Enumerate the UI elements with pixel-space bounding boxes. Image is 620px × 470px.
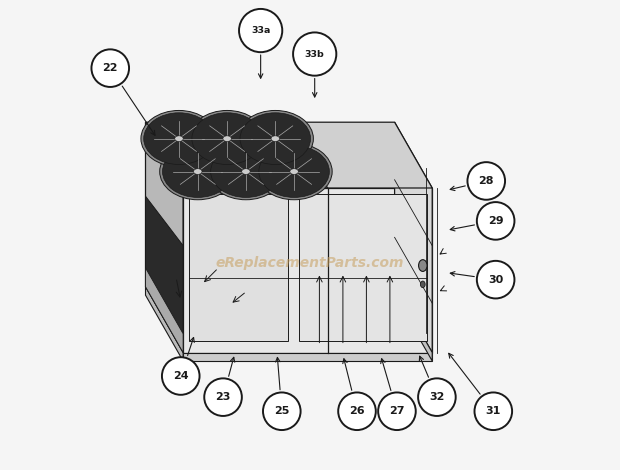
Ellipse shape [242, 169, 250, 174]
Circle shape [293, 32, 336, 76]
Circle shape [162, 357, 200, 395]
Ellipse shape [193, 169, 202, 174]
Circle shape [477, 261, 515, 298]
Text: 23: 23 [215, 392, 231, 402]
Text: 30: 30 [488, 274, 503, 285]
Ellipse shape [256, 143, 332, 200]
Text: 33b: 33b [305, 49, 325, 59]
Polygon shape [146, 287, 183, 361]
Ellipse shape [160, 143, 236, 200]
Polygon shape [146, 122, 183, 352]
Polygon shape [299, 194, 427, 341]
Polygon shape [183, 188, 432, 352]
Ellipse shape [420, 281, 425, 288]
Circle shape [418, 378, 456, 416]
Polygon shape [146, 196, 183, 352]
Text: 25: 25 [274, 406, 290, 416]
Circle shape [474, 392, 512, 430]
Ellipse shape [189, 110, 265, 167]
Circle shape [378, 392, 416, 430]
Polygon shape [188, 194, 288, 341]
Ellipse shape [175, 136, 183, 141]
Ellipse shape [418, 259, 427, 271]
Polygon shape [394, 122, 432, 352]
Polygon shape [146, 268, 183, 352]
Text: 29: 29 [488, 216, 503, 226]
Circle shape [204, 378, 242, 416]
Ellipse shape [208, 143, 284, 200]
Polygon shape [146, 287, 394, 295]
Text: 22: 22 [102, 63, 118, 73]
Circle shape [467, 162, 505, 200]
Ellipse shape [223, 136, 231, 141]
Ellipse shape [259, 146, 329, 197]
Ellipse shape [240, 113, 311, 164]
Ellipse shape [192, 113, 262, 164]
Text: 27: 27 [389, 406, 405, 416]
Ellipse shape [144, 113, 215, 164]
Ellipse shape [290, 169, 298, 174]
Ellipse shape [237, 110, 313, 167]
Ellipse shape [271, 136, 280, 141]
Circle shape [477, 202, 515, 240]
Text: 31: 31 [485, 406, 501, 416]
Circle shape [92, 49, 129, 87]
Polygon shape [146, 122, 327, 188]
Circle shape [263, 392, 301, 430]
Circle shape [338, 392, 376, 430]
Text: 32: 32 [429, 392, 445, 402]
Circle shape [239, 9, 282, 52]
Polygon shape [394, 287, 432, 361]
Ellipse shape [141, 110, 217, 167]
Ellipse shape [211, 146, 281, 197]
Text: 33a: 33a [251, 26, 270, 35]
Text: 24: 24 [173, 371, 188, 381]
Text: 28: 28 [479, 176, 494, 186]
Text: eReplacementParts.com: eReplacementParts.com [216, 256, 404, 270]
Ellipse shape [162, 146, 233, 197]
Text: 26: 26 [349, 406, 365, 416]
Polygon shape [183, 352, 432, 361]
Polygon shape [290, 122, 432, 188]
